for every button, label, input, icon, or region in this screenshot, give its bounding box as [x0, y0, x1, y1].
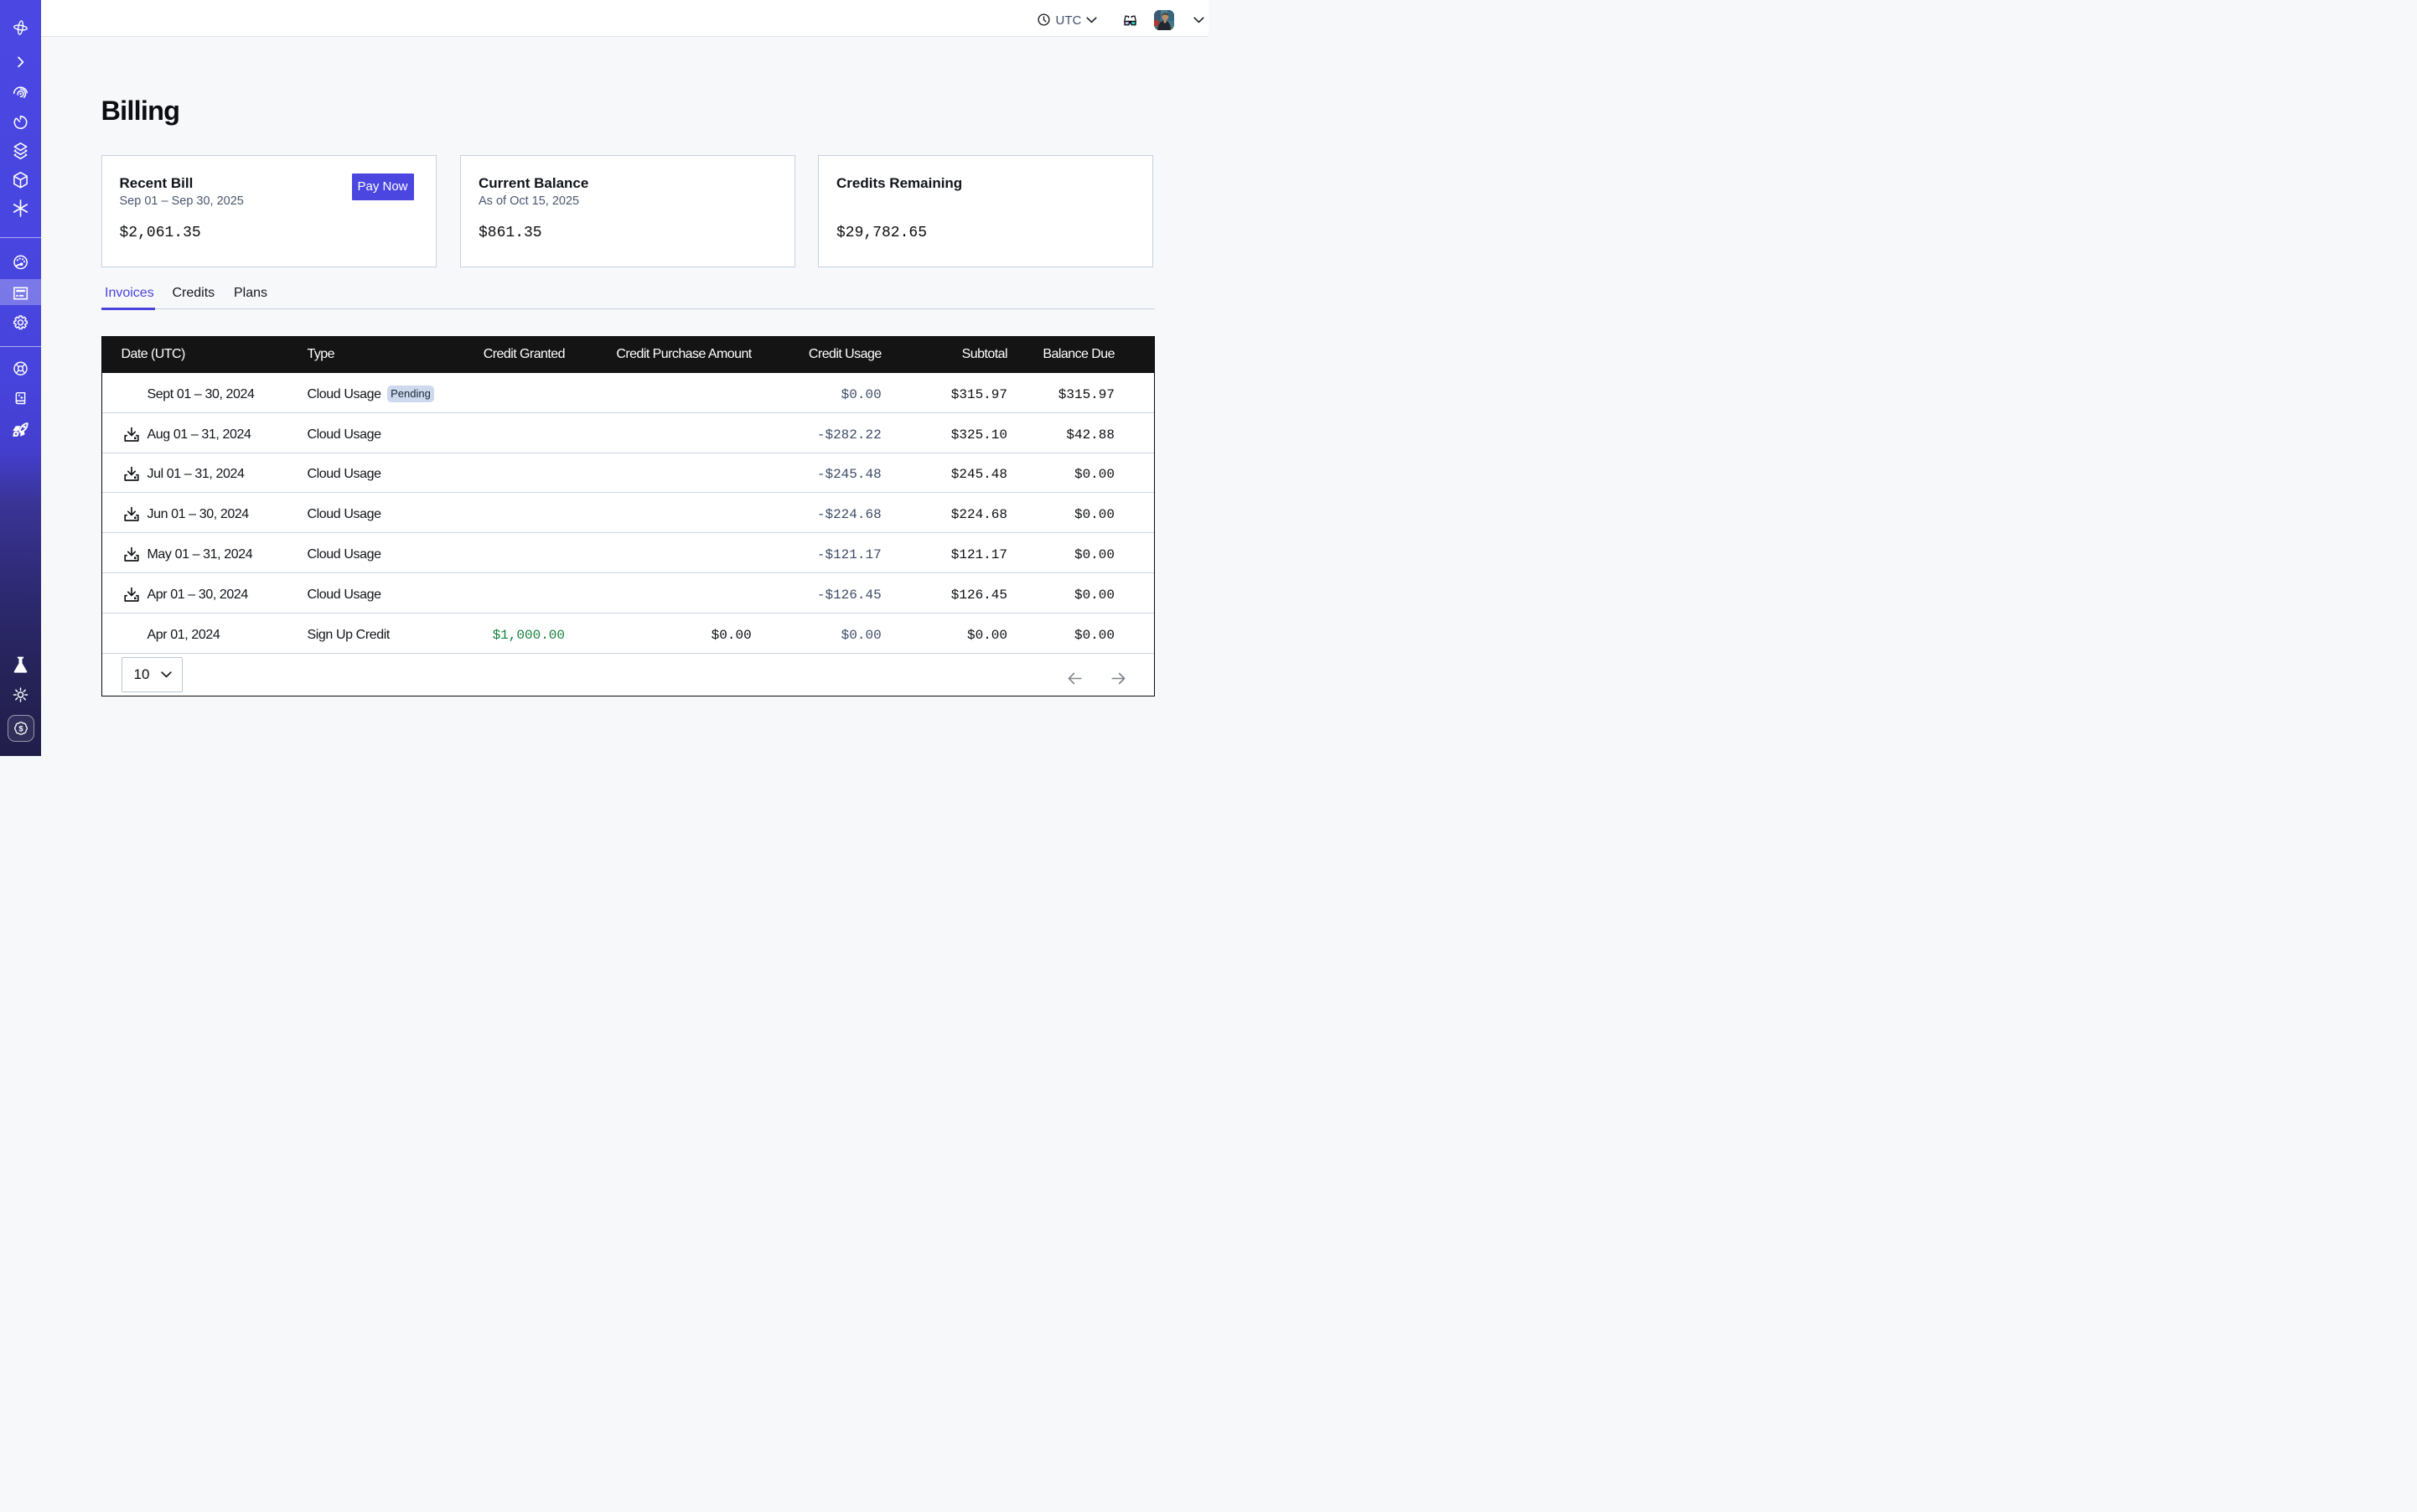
svg-text:$: $ [18, 724, 23, 733]
